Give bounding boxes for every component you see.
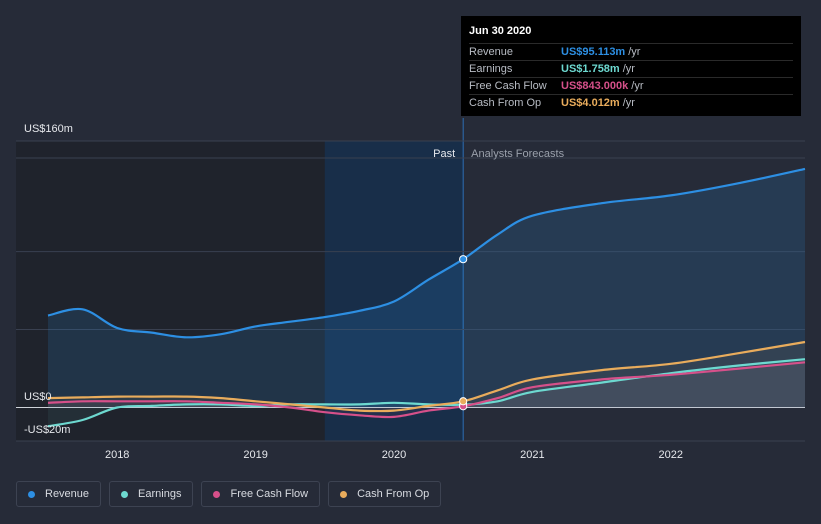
tooltip-row-cash-from-op: Cash From Op US$4.012m /yr xyxy=(469,94,793,111)
x-tick-label: 2020 xyxy=(382,449,406,461)
earnings-line xyxy=(47,358,806,428)
past-label: Past xyxy=(433,148,455,160)
free-cash-flow-area xyxy=(48,362,805,418)
tooltip-value: US$4.012m xyxy=(561,97,620,109)
revenue-line xyxy=(47,167,806,339)
x-tick-label: 2021 xyxy=(520,449,544,461)
tooltip-value: US$843.000k xyxy=(561,80,629,92)
legend-label: Revenue xyxy=(45,488,90,500)
legend-label: Cash From Op xyxy=(357,488,430,500)
legend-item-free-cash-flow[interactable]: Free Cash Flow xyxy=(201,481,321,507)
tooltip-label: Earnings xyxy=(469,63,513,75)
revenue-area xyxy=(48,168,805,408)
forecast-label: Analysts Forecasts xyxy=(471,148,564,160)
tooltip-label: Revenue xyxy=(469,46,514,58)
legend-item-earnings[interactable]: Earnings xyxy=(109,481,194,507)
x-tick-label: 2018 xyxy=(105,449,129,461)
tooltip-unit: /yr xyxy=(622,63,635,75)
tooltip-row-free-cash-flow: Free Cash Flow US$843.000k /yr xyxy=(469,77,793,94)
legend-item-revenue[interactable]: Revenue xyxy=(16,481,102,507)
legend: Revenue Earnings Free Cash Flow Cash Fro… xyxy=(16,481,442,507)
earnings-dot-icon xyxy=(121,490,129,498)
earnings-area xyxy=(48,359,805,427)
tooltip-value: US$1.758m xyxy=(561,63,620,75)
y-tick-label: US$0 xyxy=(24,391,52,403)
legend-label: Earnings xyxy=(138,488,182,500)
y-tick-label: -US$20m xyxy=(24,424,70,436)
cash-from-op-line xyxy=(47,340,806,413)
tooltip-row-earnings: Earnings US$1.758m /yr xyxy=(469,60,793,77)
y-tick-label: US$160m xyxy=(24,123,73,135)
legend-item-cash-from-op[interactable]: Cash From Op xyxy=(328,481,442,507)
free-cash-flow-line xyxy=(47,361,806,419)
revenue-dot-icon xyxy=(28,490,35,498)
cash-from-op-dot-icon xyxy=(340,490,348,498)
cash-from-op-marker xyxy=(459,397,468,406)
x-tick-label: 2022 xyxy=(659,449,683,461)
tooltip-unit: /yr xyxy=(622,97,635,109)
tooltip-unit: /yr xyxy=(628,46,641,58)
x-tick-label: 2019 xyxy=(243,449,267,461)
cash-from-op-area xyxy=(48,342,805,412)
tooltip-label: Cash From Op xyxy=(469,97,542,109)
revenue-marker xyxy=(459,255,468,264)
tooltip-label: Free Cash Flow xyxy=(469,80,547,92)
legend-label: Free Cash Flow xyxy=(230,488,309,500)
tooltip-row-revenue: Revenue US$95.113m /yr xyxy=(469,43,793,60)
tooltip-date: Jun 30 2020 xyxy=(469,25,532,37)
tooltip-panel: Jun 30 2020 Revenue US$95.113m /yr Earni… xyxy=(461,16,801,116)
tooltip-value: US$95.113m xyxy=(561,46,626,58)
tooltip-unit: /yr xyxy=(631,80,644,92)
highlight-region xyxy=(324,141,464,441)
free-cash-flow-dot-icon xyxy=(213,490,221,498)
